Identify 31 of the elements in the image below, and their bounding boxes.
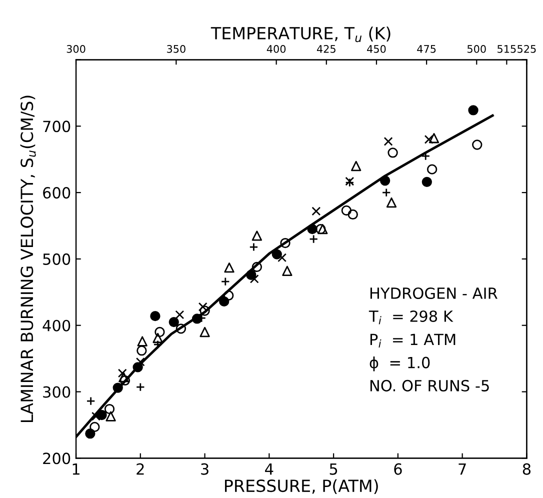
x-tick-label: 6: [394, 463, 402, 475]
x2-tick-label: 300: [66, 45, 86, 53]
y-tick-label: 700: [43, 120, 70, 132]
x2-tick-label: 425: [316, 45, 336, 53]
y-tick-label: 400: [42, 320, 70, 332]
x-axis-title: PRESSURE, P(ATM): [225, 479, 378, 494]
x2-tick-label: 525: [518, 45, 536, 53]
x-tick-label: 8: [522, 463, 531, 475]
annotation: T$_{i}$ = 298 K: [368, 310, 454, 324]
y-tick-label: 300: [43, 386, 70, 398]
x2-axis-title: TEMPERATURE, T$_{u}$ (K): [210, 26, 390, 42]
y-tick-label: 600: [43, 187, 70, 199]
annotation: ϕ = 1.0: [370, 356, 430, 372]
x2-tick-label: 450: [367, 45, 386, 53]
x2-tick-label: 475: [417, 45, 436, 53]
y-tick-label: 200: [43, 452, 70, 464]
y-axis-title: LAMINAR BURNING VELOCITY, S$_{u}$(CM/S): [20, 96, 36, 422]
x2-tick-label: 350: [167, 45, 186, 53]
annotation: HYDROGEN - AIR: [370, 287, 498, 300]
annotation: NO. OF RUNS -5: [370, 380, 489, 392]
x2-tick-label: 500: [467, 45, 486, 53]
y-tick-label: 500: [43, 253, 70, 265]
annotation: P$_{i}$ = 1 ATM: [370, 334, 456, 348]
x-tick-label: 7: [458, 463, 466, 475]
x2-tick-label: 515: [498, 45, 516, 53]
x2-tick-label: 400: [266, 45, 286, 53]
x-tick-label: 1: [72, 463, 80, 475]
x-tick-label: 4: [265, 463, 274, 475]
x-tick-label: 3: [201, 463, 208, 475]
x-tick-label: 5: [330, 463, 338, 475]
x-tick-label: 2: [136, 463, 144, 475]
